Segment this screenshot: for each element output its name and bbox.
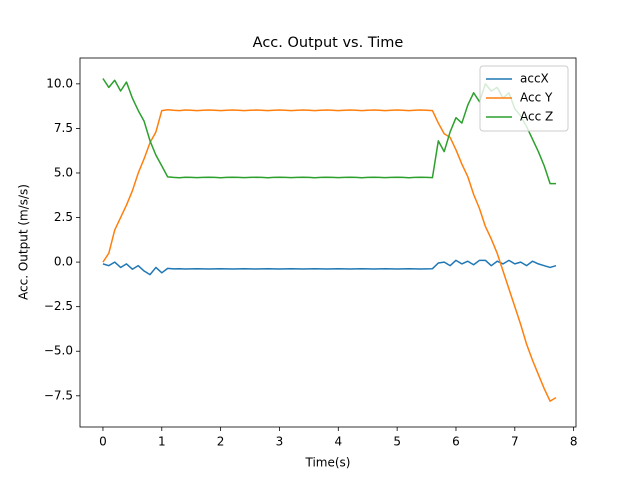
x-tick-label: 0 bbox=[99, 435, 107, 449]
data-line bbox=[102, 259, 557, 276]
y-tick-label: 5.0 bbox=[54, 165, 73, 179]
y-axis-label: Acc. Output (m/s/s) bbox=[17, 184, 31, 300]
legend-label: Acc Z bbox=[520, 110, 553, 124]
x-tick-label: 6 bbox=[452, 435, 460, 449]
y-tick-label: −7.5 bbox=[44, 388, 73, 402]
y-tick-label: 7.5 bbox=[54, 121, 73, 135]
x-tick-label: 2 bbox=[217, 435, 225, 449]
y-tick-label: 2.5 bbox=[54, 210, 73, 224]
x-tick-label: 8 bbox=[570, 435, 578, 449]
data-line bbox=[102, 108, 557, 402]
legend-label: accX bbox=[520, 72, 549, 86]
x-tick-label: 1 bbox=[158, 435, 166, 449]
x-axis-label: Time(s) bbox=[305, 456, 351, 470]
y-tick-label: 10.0 bbox=[46, 76, 73, 90]
y-tick-label: −2.5 bbox=[44, 299, 73, 313]
x-tick-label: 4 bbox=[334, 435, 342, 449]
chart-title: Acc. Output vs. Time bbox=[253, 35, 404, 51]
x-tick-label: 7 bbox=[511, 435, 519, 449]
x-tick-label: 5 bbox=[393, 435, 401, 449]
plot-frame bbox=[79, 57, 577, 428]
x-tick-label: 3 bbox=[276, 435, 284, 449]
y-tick-label: 0.0 bbox=[54, 255, 73, 269]
legend-label: Acc Y bbox=[520, 91, 553, 105]
legend-box bbox=[479, 65, 569, 132]
y-tick-label: −5.0 bbox=[44, 344, 73, 358]
